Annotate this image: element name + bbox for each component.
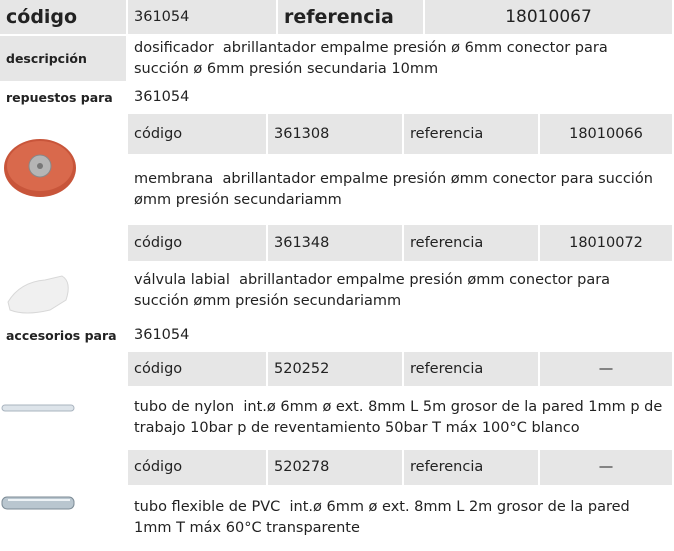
value: 361348 (268, 225, 404, 263)
label: descripción (0, 36, 128, 83)
value: 361054 (128, 0, 278, 36)
value: 361308 (268, 114, 404, 156)
value: 18010066 (540, 114, 674, 156)
description: tubo de nylon int.ø 6mm ø ext. 8mm L 5m … (128, 388, 674, 450)
nylon-tube-image (1, 404, 75, 412)
label: referencia (404, 225, 540, 263)
value: 520252 (268, 352, 404, 388)
label: código (0, 0, 128, 36)
label: referencia (404, 450, 540, 487)
value: 361054 (128, 83, 674, 114)
value: 361054 (128, 320, 674, 352)
valve-image (7, 275, 69, 314)
pvc-tube-image (1, 496, 75, 510)
label: repuestos para (0, 83, 128, 114)
value: — (540, 352, 674, 388)
label: referencia (404, 114, 540, 156)
label: código (128, 450, 268, 487)
description: membrana abrillantador empalme presión ø… (128, 156, 674, 225)
label: código (128, 114, 268, 156)
description: dosificador abrillantador empalme presió… (128, 36, 674, 83)
value: 18010072 (540, 225, 674, 263)
label: código (128, 352, 268, 388)
label: referencia (404, 352, 540, 388)
description: tubo flexible de PVC int.ø 6mm ø ext. 8m… (128, 487, 674, 551)
label: código (128, 225, 268, 263)
value: — (540, 450, 674, 487)
description: válvula labial abrillantador empalme pre… (128, 263, 674, 320)
value: 520278 (268, 450, 404, 487)
label: accesorios para (0, 320, 128, 352)
label: referencia (278, 0, 425, 36)
value: 18010067 (425, 0, 674, 36)
membrane-image (4, 139, 76, 197)
